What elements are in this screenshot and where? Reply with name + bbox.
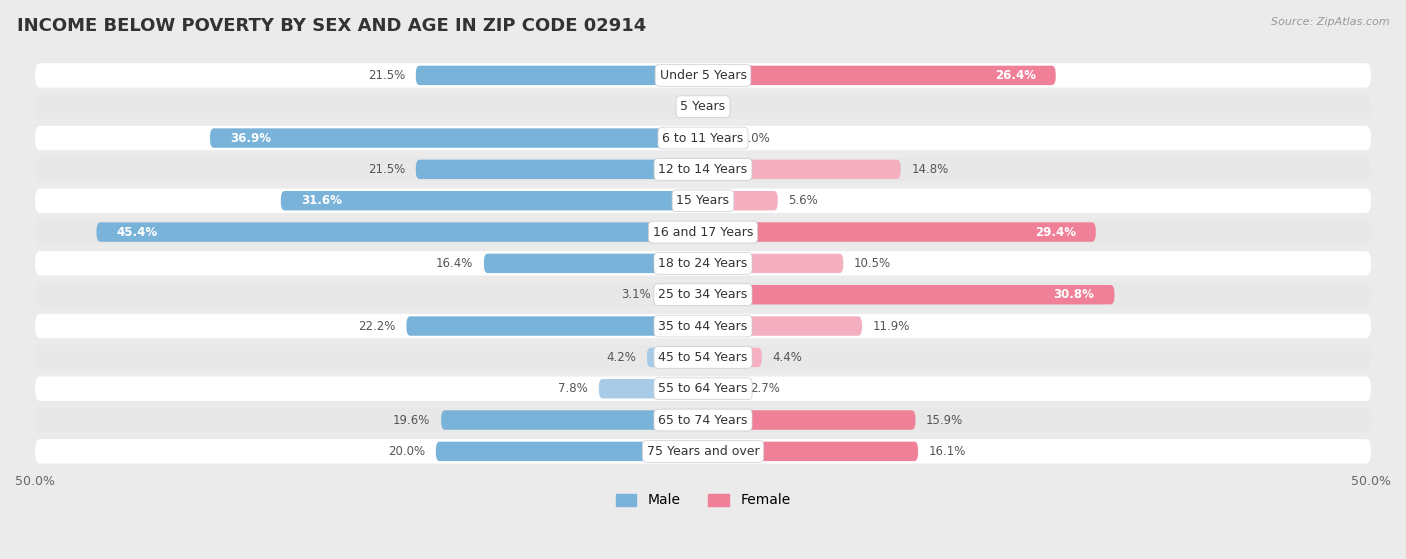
FancyBboxPatch shape xyxy=(484,254,703,273)
Text: 14.8%: 14.8% xyxy=(911,163,949,176)
Text: INCOME BELOW POVERTY BY SEX AND AGE IN ZIP CODE 02914: INCOME BELOW POVERTY BY SEX AND AGE IN Z… xyxy=(17,17,647,35)
Text: 29.4%: 29.4% xyxy=(1035,225,1076,239)
Text: 55 to 64 Years: 55 to 64 Years xyxy=(658,382,748,395)
Text: 7.8%: 7.8% xyxy=(558,382,588,395)
FancyBboxPatch shape xyxy=(35,408,1371,432)
Text: 35 to 44 Years: 35 to 44 Years xyxy=(658,320,748,333)
Text: 21.5%: 21.5% xyxy=(368,163,405,176)
FancyBboxPatch shape xyxy=(662,285,703,305)
Text: 65 to 74 Years: 65 to 74 Years xyxy=(658,414,748,427)
FancyBboxPatch shape xyxy=(703,379,740,399)
FancyBboxPatch shape xyxy=(703,191,778,210)
Text: 4.4%: 4.4% xyxy=(772,351,803,364)
Text: 4.2%: 4.2% xyxy=(606,351,636,364)
FancyBboxPatch shape xyxy=(35,63,1371,88)
Text: 3.1%: 3.1% xyxy=(621,288,651,301)
FancyBboxPatch shape xyxy=(35,314,1371,338)
FancyBboxPatch shape xyxy=(436,442,703,461)
FancyBboxPatch shape xyxy=(703,285,1115,305)
Text: 15 Years: 15 Years xyxy=(676,194,730,207)
Text: 5 Years: 5 Years xyxy=(681,100,725,113)
Text: 75 Years and over: 75 Years and over xyxy=(647,445,759,458)
FancyBboxPatch shape xyxy=(647,348,703,367)
FancyBboxPatch shape xyxy=(703,348,762,367)
Text: 21.5%: 21.5% xyxy=(368,69,405,82)
FancyBboxPatch shape xyxy=(209,129,703,148)
FancyBboxPatch shape xyxy=(703,410,915,430)
FancyBboxPatch shape xyxy=(703,254,844,273)
Text: 18 to 24 Years: 18 to 24 Years xyxy=(658,257,748,270)
Text: Source: ZipAtlas.com: Source: ZipAtlas.com xyxy=(1271,17,1389,27)
Text: 22.2%: 22.2% xyxy=(359,320,395,333)
Text: 10.5%: 10.5% xyxy=(853,257,891,270)
Text: 5.6%: 5.6% xyxy=(789,194,818,207)
FancyBboxPatch shape xyxy=(35,157,1371,182)
Text: 11.9%: 11.9% xyxy=(873,320,910,333)
Text: 45 to 54 Years: 45 to 54 Years xyxy=(658,351,748,364)
Text: 6 to 11 Years: 6 to 11 Years xyxy=(662,131,744,145)
Text: 45.4%: 45.4% xyxy=(117,225,157,239)
FancyBboxPatch shape xyxy=(599,379,703,399)
Legend: Male, Female: Male, Female xyxy=(610,488,796,513)
FancyBboxPatch shape xyxy=(406,316,703,336)
Text: 2.7%: 2.7% xyxy=(749,382,780,395)
FancyBboxPatch shape xyxy=(416,160,703,179)
Text: 36.9%: 36.9% xyxy=(231,131,271,145)
Text: 30.8%: 30.8% xyxy=(1053,288,1094,301)
FancyBboxPatch shape xyxy=(35,188,1371,213)
FancyBboxPatch shape xyxy=(35,220,1371,244)
Text: 12 to 14 Years: 12 to 14 Years xyxy=(658,163,748,176)
FancyBboxPatch shape xyxy=(703,316,862,336)
FancyBboxPatch shape xyxy=(703,129,730,148)
Text: 16.1%: 16.1% xyxy=(929,445,966,458)
FancyBboxPatch shape xyxy=(35,345,1371,369)
FancyBboxPatch shape xyxy=(281,191,703,210)
FancyBboxPatch shape xyxy=(416,65,703,85)
FancyBboxPatch shape xyxy=(703,442,918,461)
FancyBboxPatch shape xyxy=(35,377,1371,401)
Text: 25 to 34 Years: 25 to 34 Years xyxy=(658,288,748,301)
Text: Under 5 Years: Under 5 Years xyxy=(659,69,747,82)
FancyBboxPatch shape xyxy=(35,94,1371,119)
FancyBboxPatch shape xyxy=(703,222,1095,241)
FancyBboxPatch shape xyxy=(703,160,901,179)
FancyBboxPatch shape xyxy=(35,282,1371,307)
FancyBboxPatch shape xyxy=(35,251,1371,276)
Text: 2.0%: 2.0% xyxy=(741,131,770,145)
Text: 19.6%: 19.6% xyxy=(394,414,430,427)
FancyBboxPatch shape xyxy=(35,439,1371,463)
FancyBboxPatch shape xyxy=(441,410,703,430)
Text: 31.6%: 31.6% xyxy=(301,194,342,207)
Text: 15.9%: 15.9% xyxy=(927,414,963,427)
Text: 16.4%: 16.4% xyxy=(436,257,474,270)
FancyBboxPatch shape xyxy=(703,65,1056,85)
Text: 16 and 17 Years: 16 and 17 Years xyxy=(652,225,754,239)
FancyBboxPatch shape xyxy=(35,126,1371,150)
Text: 20.0%: 20.0% xyxy=(388,445,425,458)
FancyBboxPatch shape xyxy=(97,222,703,241)
Text: 26.4%: 26.4% xyxy=(994,69,1036,82)
